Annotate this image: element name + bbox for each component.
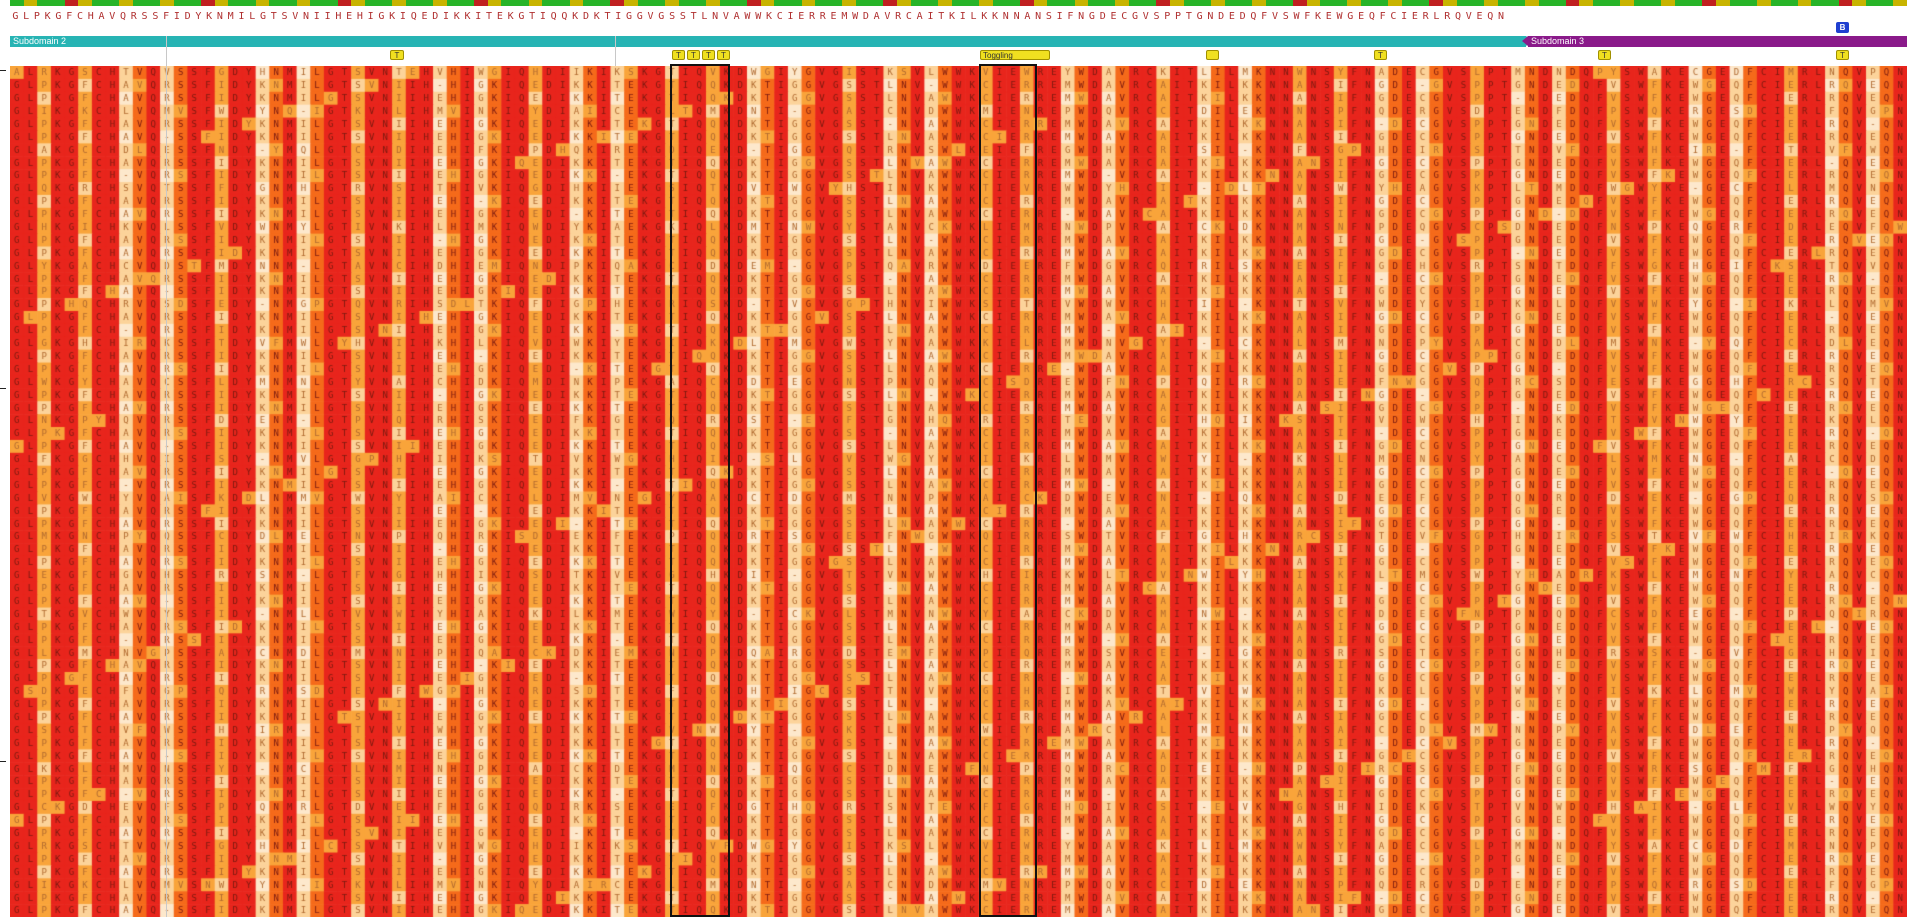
ruler-tick (0, 388, 6, 389)
feature-tag-t3[interactable]: T (687, 50, 700, 60)
feature-tag-t2[interactable]: T (672, 50, 685, 60)
feature-tag-t4[interactable]: T (702, 50, 715, 60)
highlight-box-motif (670, 64, 730, 917)
ruler-tick (0, 70, 6, 71)
subdomain-3-label: Subdomain 3 (1531, 36, 1585, 46)
feature-tag-t1[interactable]: T (390, 50, 404, 60)
conservation-bar (10, 0, 1907, 6)
alignment-grid[interactable] (10, 66, 1907, 917)
feature-tag-t8[interactable]: T (1836, 50, 1849, 60)
feature-tag-toggling[interactable]: Toggling (980, 50, 1050, 60)
subdomain-2-bar[interactable]: Subdomain 2 (10, 36, 1532, 47)
column-divider (615, 36, 616, 66)
alignment-canvas[interactable] (10, 66, 1907, 917)
feature-tag-t6[interactable]: T (1374, 50, 1387, 60)
subdomain-2-label: Subdomain 2 (13, 36, 67, 46)
feature-tag-blank[interactable] (1206, 50, 1219, 60)
highlight-box-toggling (979, 64, 1037, 917)
subdomain-3-bar[interactable]: Subdomain 3 (1522, 36, 1907, 47)
feature-tag-t5[interactable]: T (717, 50, 730, 60)
ruler-tick (0, 761, 6, 762)
column-divider (166, 36, 167, 917)
feature-tag-t7[interactable]: T (1598, 50, 1611, 60)
feature-badge[interactable]: B (1836, 22, 1849, 33)
